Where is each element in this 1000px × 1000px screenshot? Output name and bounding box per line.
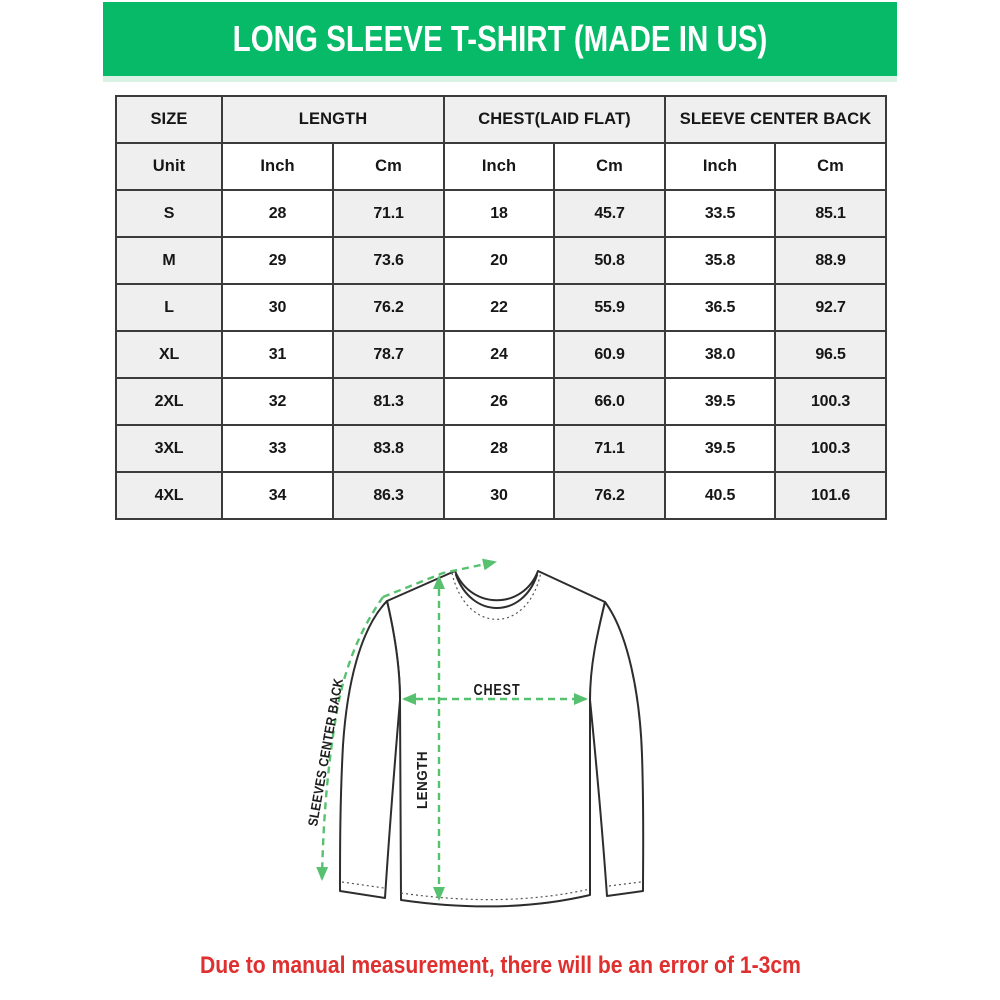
value-cell: 26	[443, 377, 555, 426]
value-cell: 32	[221, 377, 334, 426]
value-cell: 39.5	[664, 424, 776, 473]
value-cell: 36.5	[664, 283, 776, 332]
value-cell: 76.2	[332, 283, 445, 332]
measurement-disclaimer-text: Due to manual measurement, there will be…	[199, 952, 801, 979]
chest-label: CHEST	[474, 682, 521, 699]
value-cell: 85.1	[773, 189, 888, 238]
measurement-disclaimer: Due to manual measurement, there will be…	[0, 952, 1000, 980]
seam-dotted-lines	[341, 571, 642, 901]
value-cell: 38.0	[664, 330, 776, 379]
value-cell: 92.7	[773, 283, 888, 332]
value-cell: 30	[221, 283, 334, 332]
size-cell: 4XL	[115, 471, 223, 520]
size-cell: 3XL	[115, 424, 223, 473]
value-cell: 24	[443, 330, 555, 379]
unit-cell: Inch	[443, 142, 555, 191]
length-label: LENGTH	[415, 751, 431, 809]
size-chart-table: SIZE LENGTH CHEST(LAID FLAT) SLEEVE CENT…	[115, 95, 888, 520]
value-cell: 34	[221, 471, 334, 520]
value-cell: 33	[221, 424, 334, 473]
header-sleeve: SLEEVE CENTER BACK	[663, 95, 888, 144]
value-cell: 101.6	[773, 471, 888, 520]
left-cuff-seam	[341, 881, 385, 889]
unit-cell: Cm	[553, 142, 666, 191]
value-cell: 28	[443, 424, 555, 473]
sleeve-top-arrow	[382, 558, 497, 599]
value-cell: 66.0	[553, 377, 666, 426]
table-row-m: M 29 73.6 20 50.8 35.8 88.9	[115, 236, 888, 285]
value-cell: 81.3	[332, 377, 445, 426]
value-cell: 22	[443, 283, 555, 332]
size-cell: M	[115, 236, 223, 285]
size-cell: S	[115, 189, 223, 238]
value-cell: 45.7	[553, 189, 666, 238]
sleeve-curve-arrow	[316, 596, 384, 881]
right-cuff-seam	[608, 881, 642, 887]
unit-cell: Cm	[332, 142, 445, 191]
tshirt-right-sleeve	[589, 601, 645, 897]
value-cell: 30	[443, 471, 555, 520]
tshirt-measurement-diagram: CHEST LENGTH SLEEVES CENTER BACK	[305, 558, 645, 908]
value-cell: 50.8	[553, 236, 666, 285]
value-cell: 28	[221, 189, 334, 238]
collar-back-seam	[451, 571, 542, 620]
value-cell: 86.3	[332, 471, 445, 520]
value-cell: 71.1	[553, 424, 666, 473]
table-row-xl: XL 31 78.7 24 60.9 38.0 96.5	[115, 330, 888, 379]
value-cell: 100.3	[773, 424, 888, 473]
value-cell: 35.8	[664, 236, 776, 285]
value-cell: 60.9	[553, 330, 666, 379]
size-cell: L	[115, 283, 223, 332]
size-cell: 2XL	[115, 377, 223, 426]
table-row-l: L 30 76.2 22 55.9 36.5 92.7	[115, 283, 888, 332]
value-cell: 76.2	[553, 471, 666, 520]
size-cell: XL	[115, 330, 223, 379]
value-cell: 18	[443, 189, 555, 238]
value-cell: 88.9	[773, 236, 888, 285]
value-cell: 83.8	[332, 424, 445, 473]
unit-cell: Cm	[773, 142, 888, 191]
unit-cell: Inch	[221, 142, 334, 191]
value-cell: 31	[221, 330, 334, 379]
table-row-4xl: 4XL 34 86.3 30 76.2 40.5 101.6	[115, 471, 888, 520]
collar-band-line	[455, 574, 538, 609]
value-cell: 29	[221, 236, 334, 285]
table-group-header-row: SIZE LENGTH CHEST(LAID FLAT) SLEEVE CENT…	[115, 95, 888, 144]
tshirt-left-sleeve	[339, 600, 401, 899]
table-unit-row: Unit Inch Cm Inch Cm Inch Cm	[115, 142, 888, 191]
tshirt-outline	[339, 570, 645, 908]
value-cell: 33.5	[664, 189, 776, 238]
tshirt-body	[386, 570, 606, 908]
value-cell: 40.5	[664, 471, 776, 520]
value-cell: 100.3	[773, 377, 888, 426]
unit-cell: Inch	[664, 142, 776, 191]
value-cell: 20	[443, 236, 555, 285]
unit-label-cell: Unit	[115, 142, 223, 191]
value-cell: 55.9	[553, 283, 666, 332]
value-cell: 39.5	[664, 377, 776, 426]
table-row-2xl: 2XL 32 81.3 26 66.0 39.5 100.3	[115, 377, 888, 426]
banner-shadow	[103, 76, 897, 82]
measurement-arrows	[316, 558, 588, 901]
value-cell: 78.7	[332, 330, 445, 379]
title-banner: LONG SLEEVE T-SHIRT (MADE IN US)	[103, 2, 897, 76]
header-chest: CHEST(LAID FLAT)	[443, 95, 666, 144]
value-cell: 96.5	[773, 330, 888, 379]
table-row-3xl: 3XL 33 83.8 28 71.1 39.5 100.3	[115, 424, 888, 473]
value-cell: 71.1	[332, 189, 445, 238]
value-cell: 73.6	[332, 236, 445, 285]
page-title: LONG SLEEVE T-SHIRT (MADE IN US)	[232, 18, 768, 59]
header-length: LENGTH	[221, 95, 445, 144]
table-row-s: S 28 71.1 18 45.7 33.5 85.1	[115, 189, 888, 238]
header-size: SIZE	[115, 95, 223, 144]
